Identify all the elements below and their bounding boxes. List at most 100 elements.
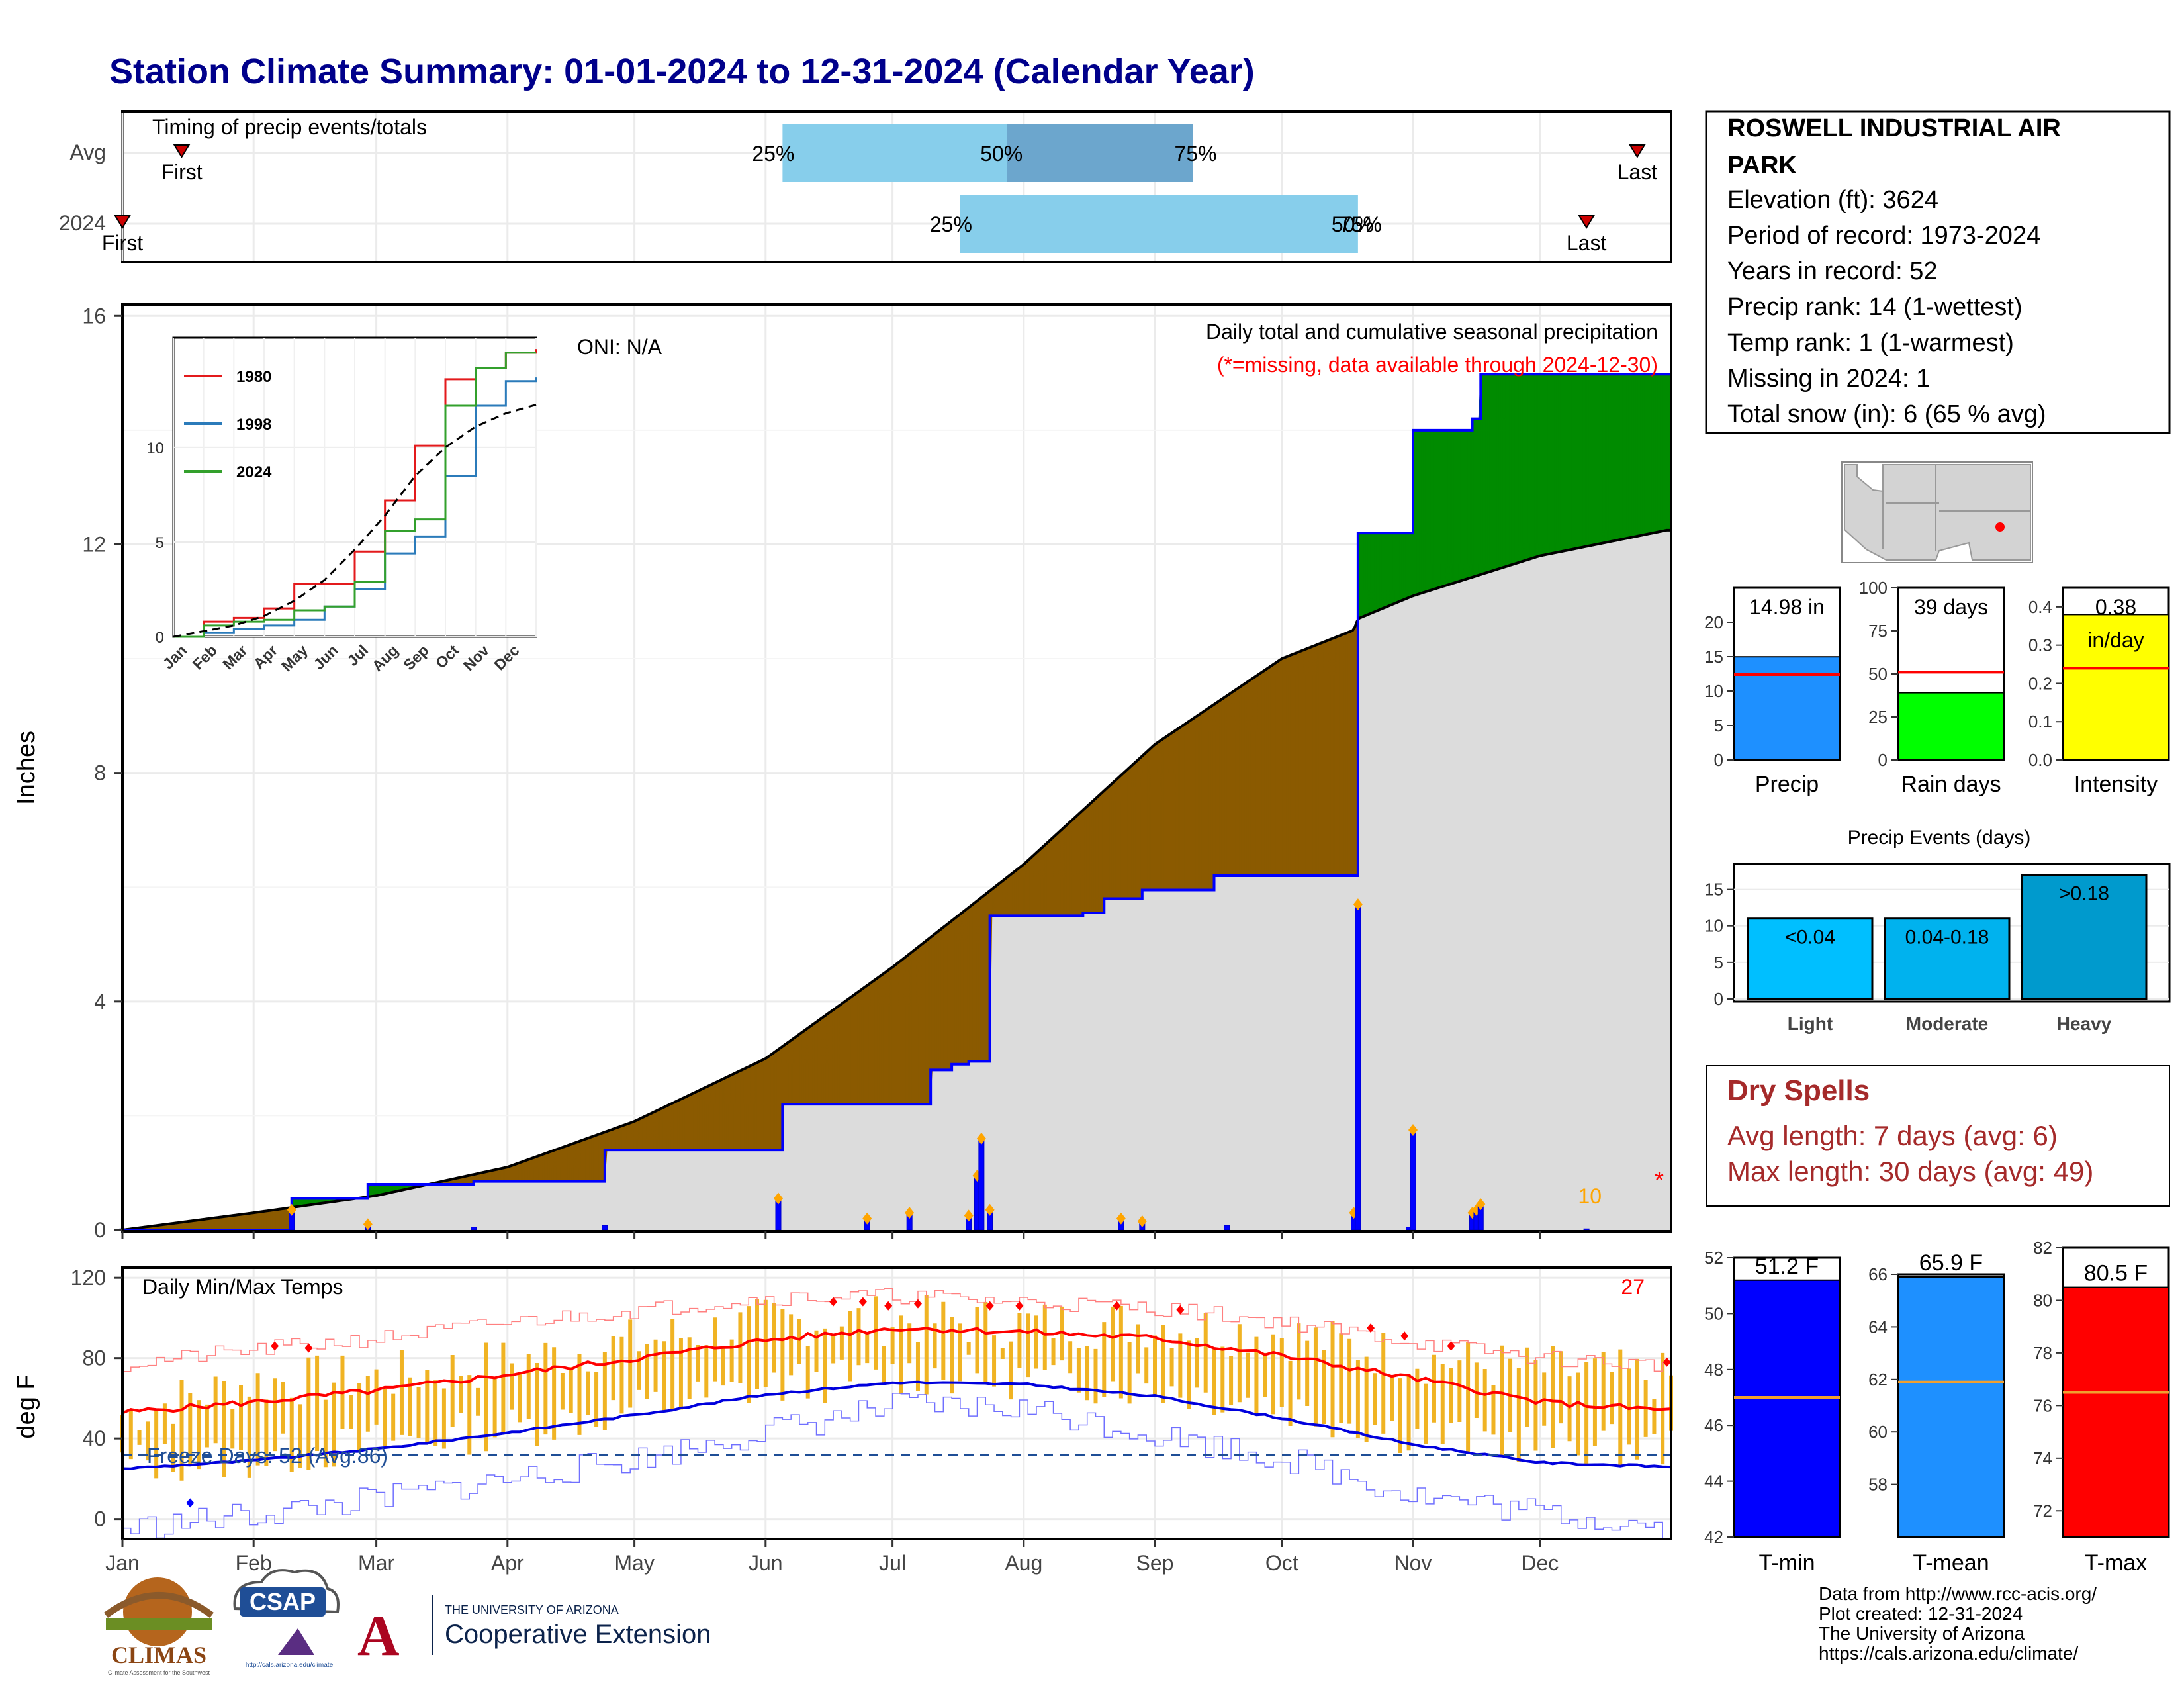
climas-subtitle: Climate Assessment for the Southwest — [108, 1669, 210, 1676]
daily-precip-marker — [905, 1207, 915, 1219]
csap-url: http://cals.arizona.edu/climate — [246, 1662, 334, 1669]
precip-panel-title: Daily total and cumulative seasonal prec… — [1206, 320, 1658, 344]
month-label-oct: Oct — [1265, 1551, 1298, 1575]
month-ticks-precip — [121, 1231, 1541, 1239]
credit-data-source: Data from http://www.rcc-acis.org/ — [1819, 1583, 2097, 1604]
timing-y2024-first-marker — [114, 215, 131, 229]
tmin-value-label: 51.2 F — [1755, 1254, 1819, 1279]
tmin-y-tick-label: 48 — [1704, 1360, 1723, 1380]
timing-row-2024: 2024 — [59, 211, 106, 235]
station-missing: Missing in 2024: 1 — [1727, 365, 1930, 393]
climas-arc — [104, 1592, 214, 1618]
inset-average-line — [173, 404, 537, 638]
raindays-y-tick-label: 25 — [1868, 707, 1888, 727]
precip-y-tick-label: 5 — [1714, 716, 1723, 735]
events-y-tick-label: 10 — [1704, 916, 1723, 936]
tmean-value-label: 65.9 F — [1919, 1250, 1983, 1276]
average-cumulative-line — [122, 528, 1671, 1231]
inset-series-2024 — [173, 352, 536, 638]
tmax-y-tick-label: 78 — [2033, 1343, 2052, 1363]
station-precip-rank: Precip rank: 14 (1-wettest) — [1727, 293, 2023, 321]
missing-note: (*=missing, data available through 2024-… — [1217, 353, 1658, 377]
month-label-dec: Dec — [1521, 1551, 1559, 1575]
tmax-y-tick-label: 72 — [2033, 1501, 2052, 1521]
ua-divider — [432, 1595, 433, 1655]
ua-a-mark: A — [357, 1604, 400, 1668]
raindays-y-tick-label: 0 — [1878, 750, 1888, 770]
events-y-tick-label: 15 — [1704, 880, 1723, 900]
average-min-line — [122, 1380, 1672, 1470]
precip-value-label: 14.98 in — [1749, 595, 1825, 619]
record-min-line — [122, 1393, 1672, 1541]
credit-university: The University of Arizona — [1819, 1623, 2025, 1644]
month-label-sep: Sep — [1136, 1551, 1174, 1575]
precip-y-tick-label: 10 — [1704, 681, 1723, 701]
daily-precip-marker — [1116, 1212, 1126, 1225]
oni-label: ONI: N/A — [577, 335, 662, 359]
tmax-y-tick-label: 80 — [2033, 1290, 2052, 1310]
precip-y-axis-title: Inches — [13, 731, 40, 805]
precip-events-chart: Precip Events (days) <0.04 Light 0.04-0.18… — [1704, 827, 2171, 1034]
precip-y-ticks: 0 4 8 12 16 — [82, 304, 122, 1242]
station-info-box: ROSWELL INDUSTRIAL AIR PARK Elevation (f… — [1705, 110, 2171, 434]
month-label-mar: Mar — [358, 1551, 394, 1575]
tmax-bar-fill — [2062, 1286, 2169, 1538]
events-y-tick-label: 5 — [1714, 953, 1723, 972]
month-label-aug: Aug — [1005, 1551, 1042, 1575]
daily-precip-marker — [985, 1203, 995, 1216]
tmin-y-tick-label: 42 — [1704, 1527, 1723, 1547]
tmean-bar-label: T-mean — [1913, 1550, 1989, 1575]
events-bar-heavy — [2021, 874, 2148, 1000]
record-high-marker — [913, 1299, 922, 1309]
ua-line2: Cooperative Extension — [445, 1620, 711, 1649]
precip-y-tick-label: 12 — [82, 532, 106, 556]
record-count-label: 27 — [1621, 1275, 1645, 1299]
daily-precip-marker — [964, 1209, 974, 1222]
inset-y-tick-label: 5 — [156, 534, 164, 552]
tmin-y-tick-label: 52 — [1704, 1248, 1723, 1268]
month-label-jul: Jul — [879, 1551, 906, 1575]
temperature-panel: 0 40 80 120 Daily Min/Max Temps 27 Freeze D… — [13, 1266, 1673, 1575]
summary-bars: 14.98 in Precip 0 5 10 15 20 39 days Rain days 0 2… — [1704, 578, 2170, 797]
precip-bar-fill — [1733, 656, 1841, 761]
station-period: Period of record: 1973-2024 — [1727, 222, 2040, 250]
daily-precip-bar — [471, 1227, 477, 1231]
credit-plot-created: Plot created: 12-31-2024 — [1819, 1603, 2023, 1624]
station-location-dot — [1995, 522, 2005, 532]
events-category-label: Heavy — [2057, 1013, 2112, 1034]
timing-y2024-p75-label: 75% — [1340, 212, 1382, 236]
precip-plot — [119, 373, 1672, 1231]
timing-avg-p75-label: 75% — [1175, 142, 1217, 165]
timing-y2024-last-marker — [1578, 215, 1595, 229]
timing-y2024-last-label: Last — [1567, 231, 1607, 255]
csap-badge — [240, 1587, 326, 1617]
record-max-line — [122, 1288, 1672, 1374]
month-label-apr: Apr — [491, 1551, 524, 1575]
daily-precip-marker — [1408, 1123, 1418, 1136]
map-region-shape — [1844, 464, 2031, 561]
daily-precip-bar — [1583, 1228, 1590, 1231]
station-total-snow: Total snow (in): 6 (65 % avg) — [1727, 400, 2046, 428]
intensity-value-label: 0.38 — [2095, 595, 2136, 619]
record-high-marker — [858, 1297, 867, 1307]
freeze-days-label: Freeze Days: 52 (Avg:86) — [147, 1444, 388, 1468]
station-years: Years in record: 52 — [1727, 258, 1938, 285]
record-low-marker — [186, 1498, 195, 1508]
timing-y2024-p50-label: 50% — [1332, 212, 1374, 236]
climas-logo: CLIMAS Climate Assessment for the Southw… — [104, 1577, 214, 1676]
temp-plot — [120, 1288, 1673, 1541]
events-bar-light — [1747, 917, 1874, 1000]
events-plot: <0.04 Light 0.04-0.18 Moderate >0.18 Heavy 0 5 1… — [1704, 874, 2169, 1034]
tmin-bar-fill — [1733, 1279, 1841, 1538]
precip-y-tick-label: 4 — [94, 990, 106, 1013]
timing-row-avg: Avg — [69, 140, 106, 164]
dry-spells-avg: Avg length: 7 days (avg: 6) — [1727, 1120, 2058, 1151]
cumulative-2024-line — [122, 373, 1671, 1231]
precip-y-tick-label: 15 — [1704, 647, 1723, 667]
daily-precip-bar — [1410, 1129, 1416, 1231]
events-bar-label: 0.04-0.18 — [1905, 927, 1989, 949]
events-bar-label: <0.04 — [1785, 927, 1835, 949]
events-bar-moderate — [1884, 917, 2011, 1000]
